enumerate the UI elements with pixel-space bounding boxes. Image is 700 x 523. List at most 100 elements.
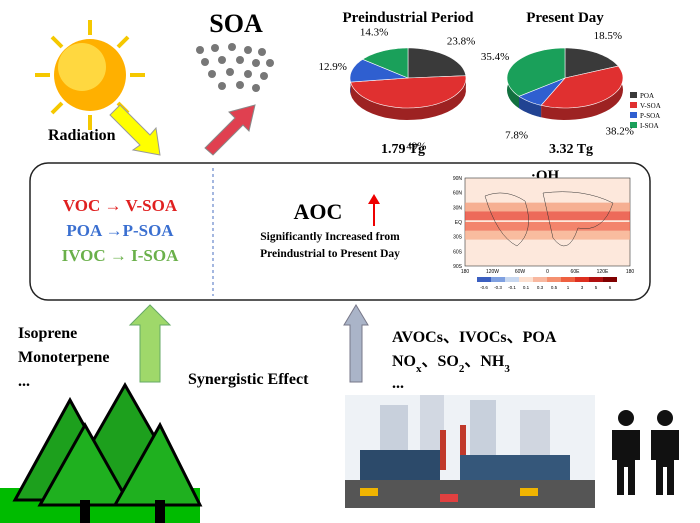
- legend-label: V-SOA: [640, 102, 661, 110]
- map-lat-label: 90N: [453, 176, 463, 182]
- city: [345, 395, 595, 508]
- pie-value-label: 7.8%: [505, 129, 528, 141]
- pie-title: Preindustrial Period: [343, 10, 475, 26]
- map-lat-label: 30N: [453, 205, 463, 211]
- map-lon-label: 0: [546, 269, 549, 275]
- legend-label: P-SOA: [640, 112, 660, 120]
- pie-slice: [506, 47, 566, 97]
- increase-arrow-head: [368, 194, 380, 204]
- map-land: [484, 191, 614, 247]
- map-lat-label: 90S: [453, 264, 463, 270]
- radiation-label: Radiation: [48, 127, 116, 144]
- map-lon-label: 60E: [571, 269, 581, 275]
- pie-side: [350, 75, 466, 120]
- synergy-label: Synergistic Effect: [188, 371, 309, 388]
- colorbar-cell: [603, 277, 617, 282]
- factory: [460, 455, 570, 480]
- map-lon-label: 120E: [597, 269, 609, 275]
- colorbar-cell: [533, 277, 547, 282]
- pie-slice: [407, 47, 467, 79]
- pie-value-label: 23.8%: [447, 35, 475, 47]
- pie-slice: [540, 65, 624, 109]
- legend-label: I-SOA: [640, 122, 659, 130]
- forest: [0, 381, 203, 523]
- pie-value-label: 12.9%: [319, 61, 347, 73]
- map-lat-label: 60N: [453, 191, 463, 197]
- aoc-line: Significantly Increased from: [260, 231, 400, 243]
- map-band: [465, 222, 630, 231]
- colorbar-cell: [519, 277, 533, 282]
- map-lon-label: 180: [461, 269, 470, 275]
- legend: POA V-SOA P-SOA I-SOA: [630, 92, 661, 130]
- particle: [228, 43, 236, 51]
- particle: [236, 56, 244, 64]
- anthropogenic-label: ...: [392, 375, 404, 392]
- pie-value-label: 38.2%: [605, 126, 633, 138]
- particle: [226, 68, 234, 76]
- particle: [260, 72, 268, 80]
- map-lat-label: 30S: [453, 235, 463, 241]
- pie-slice: [518, 77, 566, 106]
- subscript: 2: [459, 363, 465, 375]
- pathway: POA →P-SOA: [66, 221, 174, 240]
- particle: [258, 48, 266, 56]
- map-band: [465, 230, 630, 240]
- particle: [252, 84, 260, 92]
- colorbar-label: 0.3: [537, 285, 544, 290]
- map-band: [465, 202, 630, 212]
- particle: [211, 44, 219, 52]
- colorbar-cell: [589, 277, 603, 282]
- pathway: VOC → V-SOA: [63, 196, 178, 215]
- person-head: [657, 410, 673, 426]
- anthropogenic-label: NOx、SO2、NH3: [392, 353, 510, 375]
- particle: [218, 56, 226, 64]
- aoc-title: AOC: [294, 199, 343, 224]
- colorbar-label: -0.3: [494, 285, 502, 290]
- colorbar-label: -0.6: [480, 285, 488, 290]
- particle: [236, 81, 244, 89]
- colorbar-label: 3: [581, 285, 584, 290]
- colorbar-cell: [575, 277, 589, 282]
- pathway: IVOC → I-SOA: [62, 246, 180, 265]
- formula-part: 、NH: [464, 353, 505, 370]
- map-lon-label: 60W: [515, 269, 526, 275]
- pie-value-label: 14.3%: [360, 26, 388, 38]
- colorbar-label: 0.5: [551, 285, 558, 290]
- particle: [266, 59, 274, 67]
- particle: [201, 58, 209, 66]
- pie-title: Present Day: [526, 10, 604, 26]
- formula-part: 、SO: [422, 353, 459, 370]
- legend-swatch: [630, 92, 637, 98]
- subscript: x: [416, 363, 422, 375]
- legend-swatch: [630, 102, 637, 108]
- person-head: [618, 410, 634, 426]
- radiation-arrow: [109, 104, 161, 156]
- formula-part: NO: [392, 353, 416, 370]
- trunk: [155, 500, 165, 523]
- biogenic-label: ...: [18, 373, 30, 390]
- pie-slice: [350, 75, 467, 109]
- pie-value-label: 35.4%: [481, 51, 509, 63]
- chimney: [440, 430, 446, 470]
- biogenic-label: Isoprene: [18, 325, 77, 342]
- soa-particles: [196, 43, 274, 92]
- pie-value-label: 49%: [406, 141, 426, 153]
- anthropogenic-label: AVOCs、IVOCs、POA: [392, 329, 557, 346]
- anthropogenic-arrow: [343, 304, 369, 383]
- particle: [218, 82, 226, 90]
- aoc-line: Preindustrial to Present Day: [260, 248, 400, 260]
- people: [612, 410, 679, 495]
- particle: [244, 46, 252, 54]
- pie-slice: [361, 47, 409, 79]
- colorbar-cell: [505, 277, 519, 282]
- soa-label: SOA: [209, 9, 263, 38]
- pie-slice: [349, 58, 409, 83]
- pie-total: 3.32 Tg: [549, 142, 593, 157]
- colorbar-cell: [491, 277, 505, 282]
- colorbar-cell: [561, 277, 575, 282]
- chimney: [460, 425, 466, 470]
- colorbar-label: 5: [595, 285, 598, 290]
- car: [520, 488, 538, 496]
- map-lon-label: 120W: [486, 269, 499, 275]
